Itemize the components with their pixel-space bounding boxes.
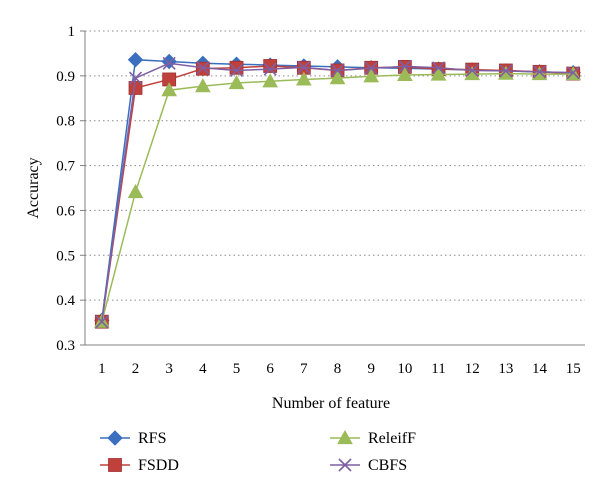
legend-item-releiff: ReleifF — [330, 429, 416, 447]
series-line-rfs — [101, 58, 574, 321]
x-tick-label: 12 — [465, 361, 480, 377]
y-axis-title: Accuracy — [25, 157, 42, 218]
legend-label: FSDD — [138, 457, 179, 474]
x-tick-label: 5 — [233, 361, 241, 377]
data-point-cbfs — [95, 315, 109, 329]
series-line-fsdd — [101, 65, 574, 322]
y-tick-label: 0.6 — [56, 203, 75, 219]
legend-label: ReleifF — [368, 430, 416, 447]
axes — [80, 30, 585, 346]
legend-marker — [108, 458, 122, 472]
data-point-releiff — [262, 73, 279, 88]
y-tick-label: 1 — [68, 24, 76, 40]
y-tick-label: 0.8 — [56, 114, 75, 130]
data-point-cbfs — [465, 63, 479, 78]
y-tick-label: 0.3 — [56, 338, 75, 354]
data-point-cbfs — [128, 71, 143, 85]
data-point-cbfs — [398, 59, 412, 74]
series-cbfs — [95, 56, 580, 329]
x-tick-label: 11 — [431, 361, 445, 377]
data-point-fsdd — [263, 59, 278, 73]
x-tick-label: 6 — [266, 361, 274, 377]
data-point-rfs — [161, 53, 177, 70]
legend-marker — [107, 430, 123, 446]
legend-label: CBFS — [368, 457, 407, 474]
x-tick-label: 13 — [498, 361, 513, 377]
series-releiff — [93, 65, 582, 328]
legend-item-cbfs: CBFS — [330, 457, 407, 474]
data-point-cbfs — [499, 64, 513, 78]
series-fsdd — [94, 59, 581, 329]
data-point-cbfs — [229, 63, 244, 78]
data-point-releiff — [228, 75, 245, 90]
x-tick-label: 10 — [397, 361, 412, 377]
data-point-cbfs — [532, 65, 547, 79]
data-point-cbfs — [196, 61, 210, 75]
series-line-releiff — [101, 72, 574, 322]
legend: RFS FSDD ReleifF CBFS — [100, 429, 416, 474]
x-axis-title: Number of feature — [272, 395, 390, 412]
legend-item-fsdd: FSDD — [100, 457, 179, 474]
x-tick-label: 8 — [334, 361, 342, 377]
legend-item-rfs: RFS — [100, 430, 166, 447]
y-tick-label: 0.4 — [56, 293, 75, 309]
data-point-releiff — [194, 78, 211, 93]
data-point-releiff — [127, 184, 144, 199]
x-tick-label: 4 — [199, 361, 207, 377]
x-tick-label: 7 — [300, 361, 308, 377]
x-tick-label: 3 — [165, 361, 173, 377]
data-point-releiff — [531, 66, 548, 81]
data-point-releiff — [363, 68, 380, 83]
data-point-rfs — [127, 52, 144, 68]
x-tick-label: 9 — [367, 361, 375, 377]
data-point-releiff — [397, 66, 413, 82]
x-tick-label: 1 — [98, 361, 106, 377]
data-point-fsdd — [229, 60, 244, 75]
data-point-releiff — [430, 66, 447, 81]
data-point-releiff — [329, 70, 346, 85]
y-tick-label: 0.9 — [56, 69, 75, 85]
data-point-cbfs — [566, 66, 580, 80]
x-tick-label: 15 — [566, 361, 581, 377]
data-point-cbfs — [364, 61, 378, 75]
data-point-releiff — [296, 71, 312, 86]
data-point-releiff — [161, 82, 178, 97]
legend-label: RFS — [138, 430, 166, 447]
legend-marker — [338, 458, 352, 472]
y-tick-label: 0.7 — [56, 159, 75, 175]
data-point-cbfs — [162, 56, 176, 70]
series-line-cbfs — [101, 62, 574, 322]
data-point-releiff — [498, 65, 514, 80]
y-tick-labels: 0.3 0.4 0.5 0.6 0.7 0.8 0.9 1 — [56, 24, 75, 354]
legend-marker — [337, 429, 353, 445]
y-tick-label: 0.5 — [56, 248, 75, 264]
data-point-cbfs — [297, 60, 311, 74]
data-point-cbfs — [330, 63, 345, 78]
data-point-cbfs — [263, 62, 277, 76]
x-tick-label: 14 — [532, 361, 548, 377]
data-point-cbfs — [431, 61, 446, 75]
x-tick-labels: 1 2 3 4 5 6 7 8 9 10 11 12 13 14 15 — [98, 361, 581, 377]
x-tick-label: 2 — [132, 361, 140, 377]
series-group — [93, 52, 582, 329]
